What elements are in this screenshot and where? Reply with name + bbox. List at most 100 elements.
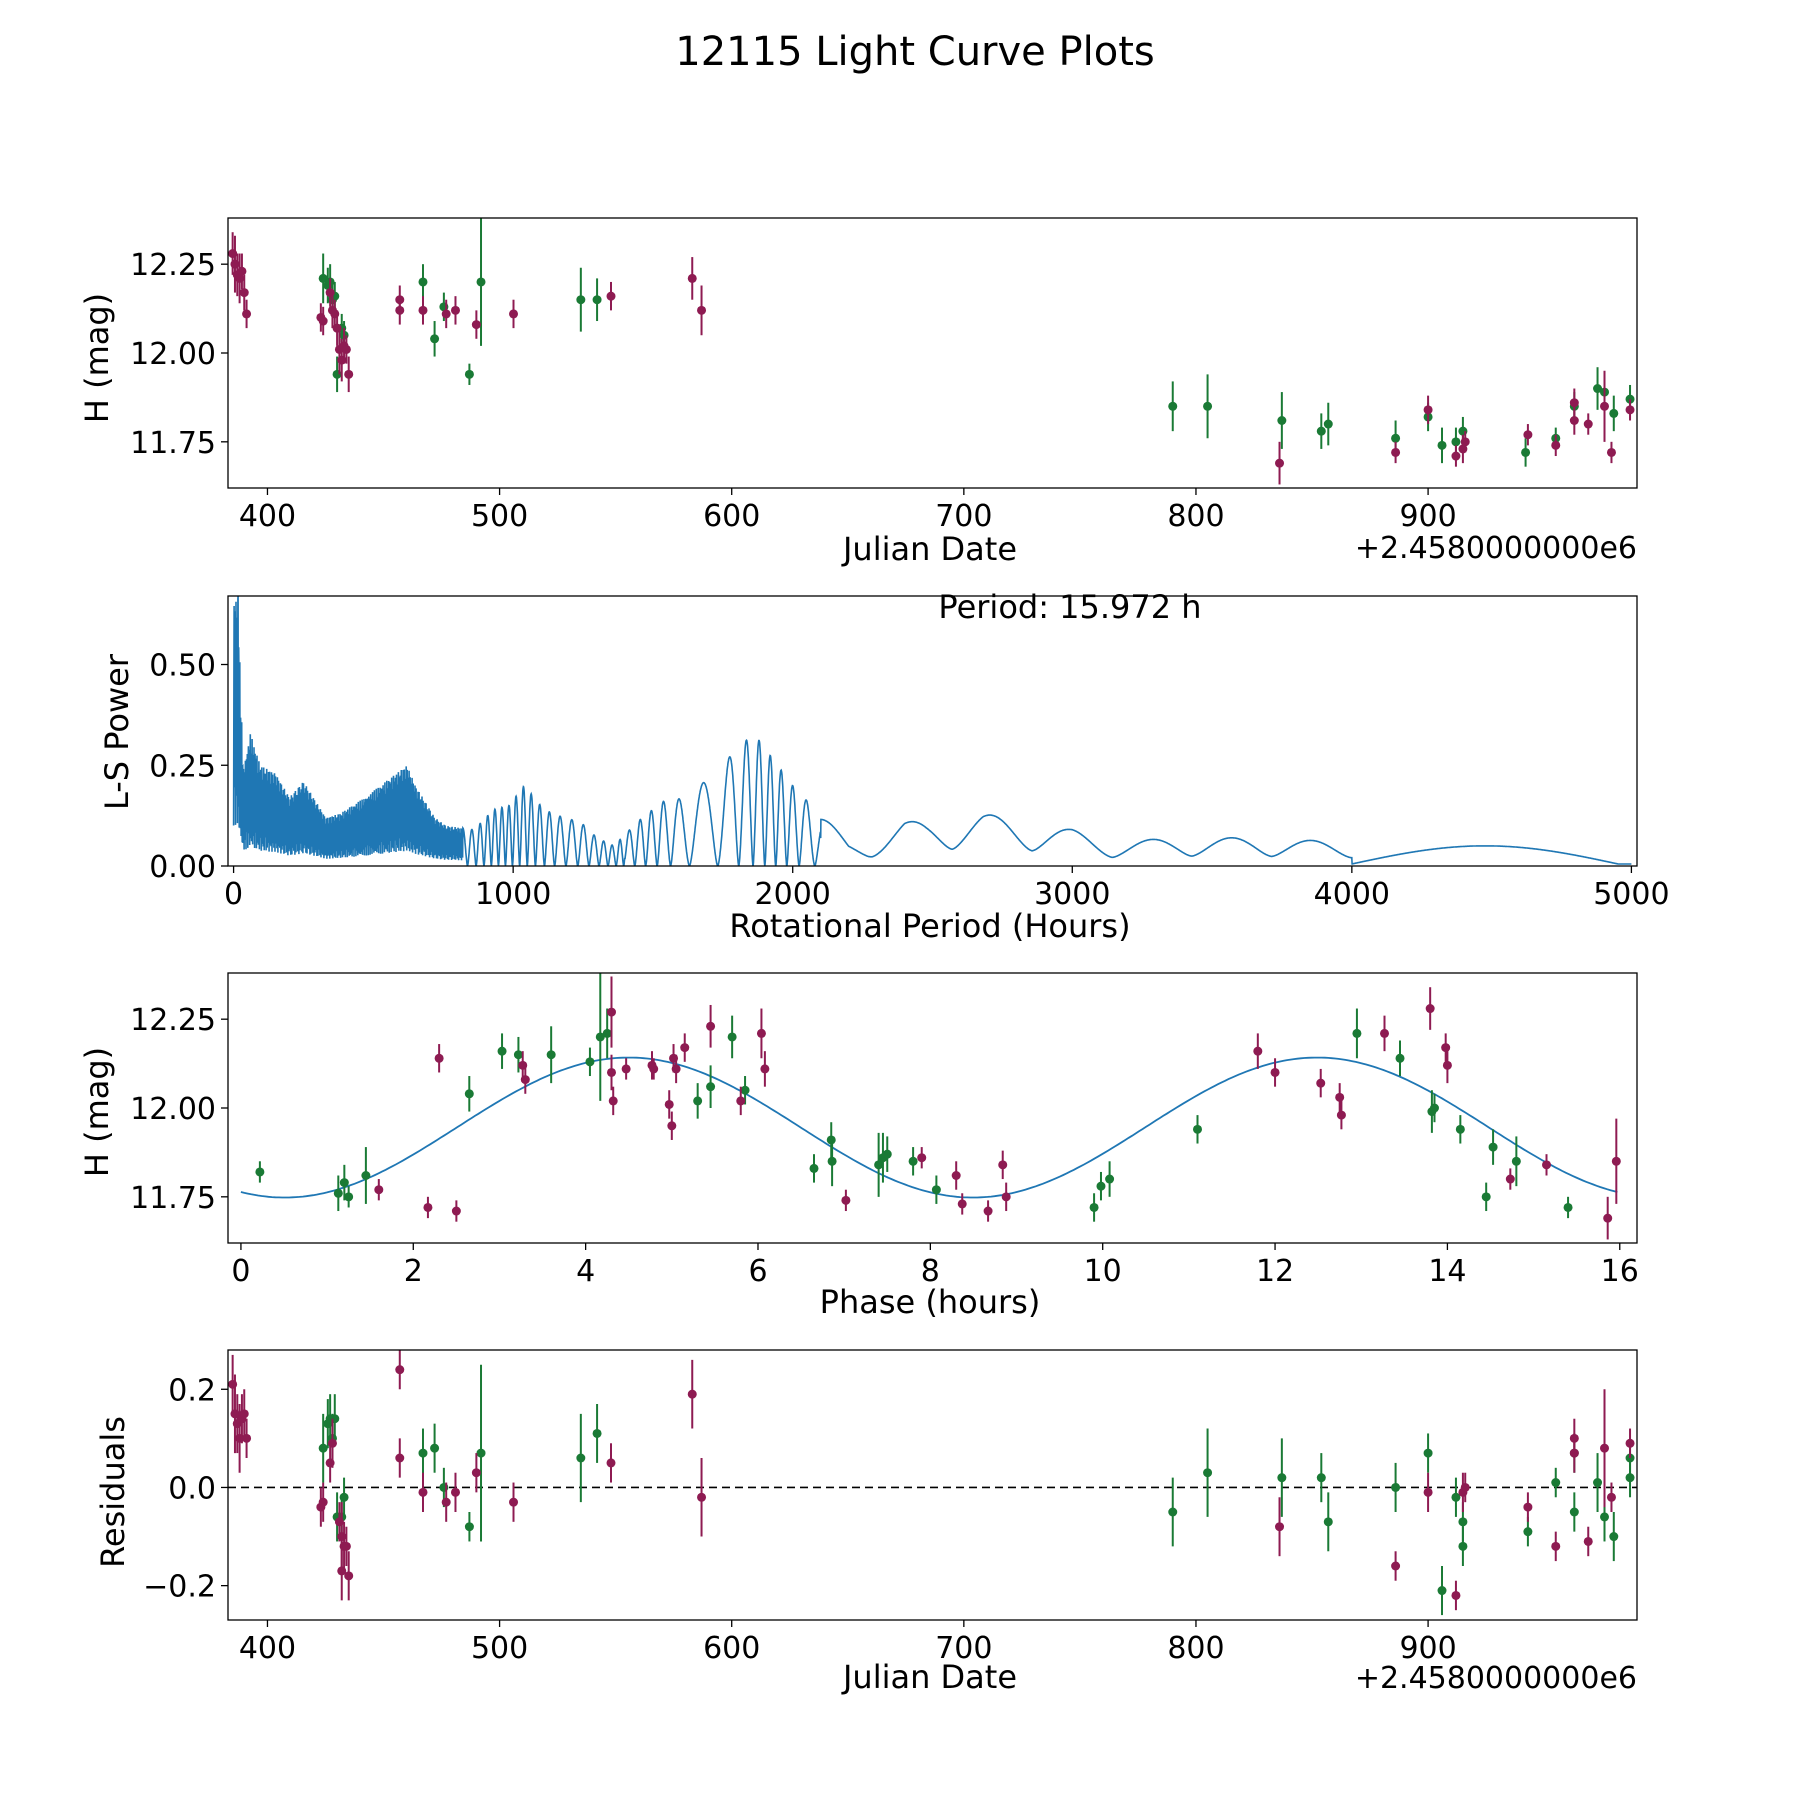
residuals-point <box>1551 1541 1561 1551</box>
residuals-point <box>1458 1517 1468 1527</box>
light-curve-point <box>1391 447 1401 457</box>
light-curve-point <box>344 369 354 379</box>
periodogram-power-line <box>232 596 1632 866</box>
light-curve-xlabel: Julian Date <box>841 530 1017 568</box>
residuals-xtick-label: 700 <box>935 1631 992 1666</box>
periodogram-xtick-label: 5000 <box>1593 877 1669 912</box>
residuals-point <box>471 1468 481 1478</box>
residuals-point <box>318 1497 328 1507</box>
phased-point <box>606 1067 616 1077</box>
phased-point <box>595 1032 605 1042</box>
phased-point <box>680 1043 690 1053</box>
phased-point <box>983 1206 993 1216</box>
phased-xtick-label: 4 <box>576 1254 595 1289</box>
light-curve-point <box>1391 433 1401 443</box>
residuals-point <box>1316 1473 1326 1483</box>
residuals-plot-area <box>228 1350 1637 1616</box>
light-curve-offset-label: +2.4580000000e6 <box>1355 531 1637 566</box>
phased-point <box>1352 1028 1362 1038</box>
phased-point <box>908 1156 918 1166</box>
residuals-point <box>1277 1473 1287 1483</box>
residuals-point <box>1551 1478 1561 1488</box>
residuals-point <box>1437 1586 1447 1596</box>
phased-point <box>1511 1156 1521 1166</box>
light-curve-ylabel: H (mag) <box>78 293 116 423</box>
light-curve-point <box>1600 401 1610 411</box>
light-curve-point <box>1168 401 1178 411</box>
residuals-point <box>441 1497 451 1507</box>
light-curve-point <box>1521 447 1531 457</box>
phased-xtick-label: 16 <box>1601 1254 1639 1289</box>
light-curve-plot-area <box>228 218 1635 485</box>
phased-point <box>667 1121 677 1131</box>
light-curve-point <box>471 320 481 330</box>
residuals-point <box>1583 1536 1593 1546</box>
phased-point <box>585 1057 595 1067</box>
residuals-point <box>1593 1478 1603 1488</box>
light-curve-point <box>687 273 697 283</box>
light-curve-point <box>318 273 328 283</box>
residuals-point <box>242 1433 252 1443</box>
phased-point <box>1253 1046 1263 1056</box>
light-curve-point <box>430 334 440 344</box>
phased-point <box>1563 1202 1573 1212</box>
light-curve-ytick-label: 11.75 <box>130 426 216 461</box>
phased-point <box>344 1192 354 1202</box>
residuals-point <box>339 1492 349 1502</box>
phased-point <box>917 1153 927 1163</box>
residuals-ytick-label: 0.0 <box>168 1471 216 1506</box>
light-curve-point <box>1593 384 1603 394</box>
light-curve-point <box>476 277 486 287</box>
periodogram-xtick-label: 0 <box>224 877 243 912</box>
phased-xlabel: Phase (hours) <box>820 1283 1041 1321</box>
light-curve-point <box>239 288 249 298</box>
residuals-point <box>592 1428 602 1438</box>
period-annotation: Period: 15.972 h <box>938 588 1201 626</box>
residuals-point <box>576 1453 586 1463</box>
phased-point <box>1505 1174 1515 1184</box>
light-curve-point <box>1609 408 1619 418</box>
light-curve-xtick-label: 700 <box>935 499 992 534</box>
light-curve-point <box>1569 398 1579 408</box>
residuals-point <box>1600 1443 1610 1453</box>
phased-light-curve-panel: 0 2 4 6 8 10 12 14 16 11.75 12.00 12.25 Phase (hour… <box>78 972 1639 1321</box>
residuals-point <box>1460 1482 1470 1492</box>
residuals-xtick-label: 600 <box>703 1631 760 1666</box>
phased-point <box>602 1028 612 1038</box>
phased-point <box>841 1195 851 1205</box>
phased-point <box>706 1021 716 1031</box>
phased-point <box>1270 1067 1280 1077</box>
light-curve-point <box>1583 419 1593 429</box>
model-fit-line <box>240 1056 1618 1199</box>
phased-point <box>671 1064 681 1074</box>
phased-point <box>882 1149 892 1159</box>
residuals-point <box>418 1487 428 1497</box>
phased-point <box>736 1096 746 1106</box>
periodogram-xtick-label: 2000 <box>755 877 831 912</box>
light-curve-point <box>1460 437 1470 447</box>
residuals-xtick-label: 800 <box>1167 1631 1224 1666</box>
light-curve-xtick-label: 900 <box>1399 499 1456 534</box>
phased-point <box>1442 1060 1452 1070</box>
residuals-point <box>450 1487 460 1497</box>
phased-point <box>546 1050 556 1060</box>
residuals-point <box>1523 1527 1533 1537</box>
phased-point <box>621 1064 631 1074</box>
phased-point <box>1316 1078 1326 1088</box>
phased-point <box>1542 1160 1552 1170</box>
periodogram-ytick-label: 0.25 <box>149 749 216 784</box>
phased-point <box>608 1096 618 1106</box>
residuals-point <box>464 1522 474 1532</box>
phased-point <box>874 1160 884 1170</box>
light-curve-point <box>576 295 586 305</box>
periodogram-ytick-label: 0.00 <box>149 850 216 885</box>
phased-point <box>1105 1174 1115 1184</box>
light-curve-point <box>395 305 405 315</box>
phased-point <box>451 1206 461 1216</box>
phased-point <box>434 1053 444 1063</box>
light-curve-point <box>1275 458 1285 468</box>
phased-point <box>649 1064 659 1074</box>
light-curve-xtick-label: 800 <box>1167 499 1224 534</box>
residuals-xtick-label: 400 <box>239 1631 296 1666</box>
